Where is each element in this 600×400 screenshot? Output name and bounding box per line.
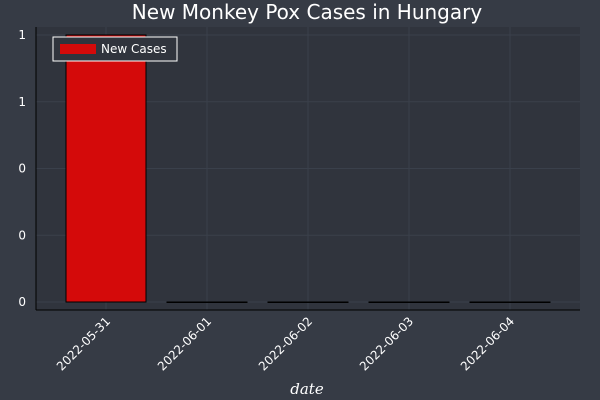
y-tick-label: 0 bbox=[18, 228, 26, 242]
y-tick-label: 0 bbox=[18, 295, 26, 309]
bar-2022-06-04 bbox=[470, 302, 550, 303]
y-tick-label: 1 bbox=[18, 95, 26, 109]
x-tick-labels: 2022-05-31 2022-06-01 2022-06-02 2022-06-03… bbox=[54, 314, 517, 373]
x-tick-label: 2022-06-01 bbox=[155, 314, 214, 373]
bar-2022-06-03 bbox=[369, 302, 449, 303]
y-tick-label: 1 bbox=[18, 28, 26, 42]
x-tick-label: 2022-05-31 bbox=[54, 314, 113, 373]
bar-2022-06-01 bbox=[167, 302, 247, 303]
y-tick-label: 0 bbox=[18, 162, 26, 176]
bar-2022-06-02 bbox=[268, 302, 348, 303]
x-axis-label: date bbox=[290, 380, 324, 398]
legend-swatch bbox=[60, 44, 96, 54]
legend: New Cases bbox=[53, 37, 177, 61]
y-tick-labels: 0 0 0 1 1 bbox=[18, 28, 26, 309]
bar-2022-05-31 bbox=[66, 35, 146, 302]
x-tick-label: 2022-06-02 bbox=[256, 314, 315, 373]
x-tick-label: 2022-06-04 bbox=[458, 314, 517, 373]
x-tick-label: 2022-06-03 bbox=[357, 314, 416, 373]
legend-label: New Cases bbox=[101, 42, 167, 56]
chart-title: New Monkey Pox Cases in Hungary bbox=[132, 0, 483, 24]
